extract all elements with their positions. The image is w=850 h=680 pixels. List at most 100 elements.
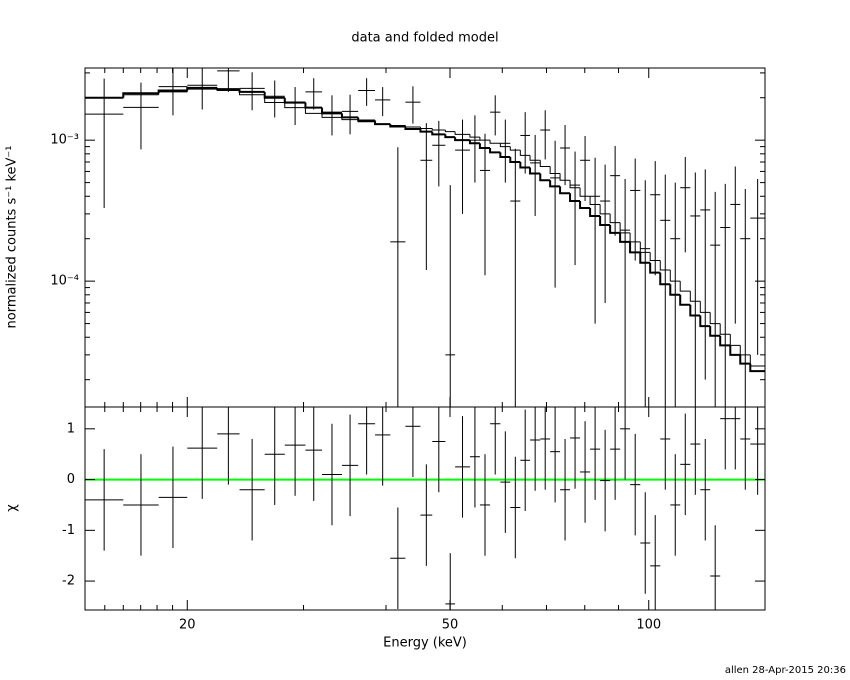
model-step xyxy=(709,312,721,325)
model-step xyxy=(659,272,671,286)
model-step xyxy=(639,252,651,264)
y-axis-label: normalized counts s⁻¹ keV⁻¹ xyxy=(5,146,20,329)
model-step xyxy=(569,193,581,203)
footer: allen 28-Apr-2015 20:36 xyxy=(725,665,846,676)
model-step xyxy=(519,162,531,169)
model-step xyxy=(619,232,631,243)
model-step xyxy=(639,241,651,253)
model-step xyxy=(549,180,561,188)
model-step xyxy=(489,147,501,154)
model-step xyxy=(264,94,285,103)
y-tick-label: 0 xyxy=(67,472,75,487)
model-step xyxy=(709,326,721,337)
model-step xyxy=(454,137,470,142)
model-step xyxy=(216,89,240,92)
model-step xyxy=(444,134,456,139)
plot-frame xyxy=(84,406,766,611)
model-step xyxy=(739,354,751,365)
model-step xyxy=(489,140,501,144)
x-tick-label: 100 xyxy=(636,618,661,633)
model-step xyxy=(529,167,541,175)
y-tick-label: 1 xyxy=(67,421,75,436)
model-step xyxy=(589,208,601,217)
y-tick-label: -1 xyxy=(62,523,75,538)
model-step xyxy=(679,294,691,306)
model-step xyxy=(304,107,323,114)
model-step xyxy=(357,119,376,123)
model-step xyxy=(404,125,421,128)
model-step xyxy=(283,97,306,104)
model-step xyxy=(699,301,711,313)
x-tick-label: 50 xyxy=(442,618,459,633)
model-step xyxy=(689,291,701,302)
model-step xyxy=(499,152,511,158)
model-step xyxy=(419,126,433,129)
model-step xyxy=(669,269,681,282)
model-step xyxy=(419,129,433,133)
model-step xyxy=(469,134,480,138)
model-step xyxy=(599,204,611,215)
model-step xyxy=(186,88,218,92)
model-step xyxy=(649,262,661,274)
model-step xyxy=(649,252,661,262)
model-step xyxy=(659,260,671,271)
y-tick-label: -2 xyxy=(62,574,75,589)
residual-plot xyxy=(85,407,765,610)
model-step xyxy=(444,130,456,133)
model-step xyxy=(699,315,711,328)
model-step xyxy=(431,128,446,131)
model-step xyxy=(669,284,681,296)
model-step xyxy=(729,334,741,346)
model-step xyxy=(579,187,591,197)
model-step xyxy=(749,354,765,367)
model-step xyxy=(158,91,188,95)
model-step xyxy=(539,173,551,182)
model-step xyxy=(629,241,641,254)
model-step xyxy=(739,345,751,356)
model-step xyxy=(321,113,342,118)
model-step xyxy=(719,323,731,335)
model-step xyxy=(389,124,406,127)
model-step xyxy=(609,213,621,224)
model-step xyxy=(374,121,391,125)
model-step xyxy=(478,143,491,149)
model-step xyxy=(239,90,265,96)
model-step xyxy=(629,232,641,243)
model-step xyxy=(468,140,480,145)
model-step xyxy=(579,201,591,210)
model-step xyxy=(341,117,359,121)
x-tick-label: 20 xyxy=(179,618,196,633)
model-step xyxy=(122,94,159,98)
model-step xyxy=(284,102,306,109)
model-step xyxy=(509,156,521,163)
model-step xyxy=(304,102,323,109)
y-tick-label: 10⁻³ xyxy=(50,133,79,148)
y-axis-label: χ xyxy=(5,504,20,512)
model-step xyxy=(559,186,571,195)
spectrum-plot xyxy=(85,68,765,407)
model-step xyxy=(529,155,541,161)
model-step xyxy=(609,225,621,234)
model-step xyxy=(679,281,691,292)
model-step xyxy=(431,131,446,136)
model-step xyxy=(509,146,521,151)
model-step xyxy=(619,222,631,234)
model-step xyxy=(569,180,581,189)
chart-title: data and folded model xyxy=(351,31,498,46)
model-step xyxy=(729,345,741,356)
model-step xyxy=(549,166,561,175)
model-step xyxy=(539,160,551,168)
axes: 10⁻³ 10⁻⁴ 1 0 -1 -2 20 50 100 xyxy=(50,68,765,633)
model-step xyxy=(689,304,701,317)
model-step xyxy=(719,335,731,347)
model-step xyxy=(559,173,571,181)
model-step xyxy=(599,215,611,227)
model-step xyxy=(519,150,531,156)
model-step xyxy=(454,131,470,135)
x-axis-label: Energy (keV) xyxy=(383,636,467,651)
model-step xyxy=(589,196,601,205)
y-tick-label: 10⁻⁴ xyxy=(50,274,79,289)
model-step xyxy=(499,143,511,148)
